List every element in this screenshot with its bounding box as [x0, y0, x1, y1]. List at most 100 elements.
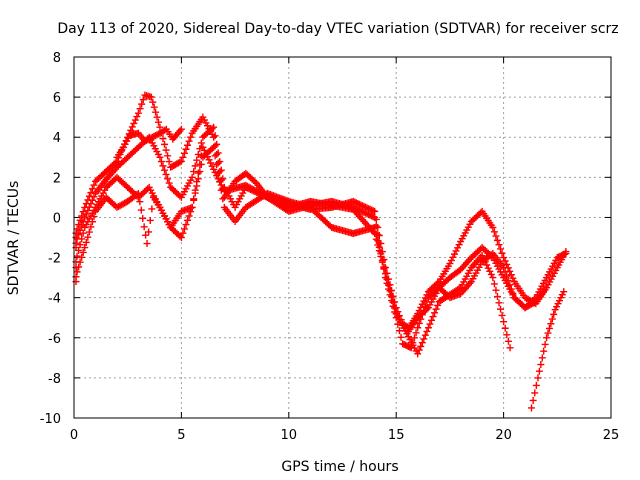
series-6: [113, 125, 185, 161]
data-point: [219, 195, 227, 203]
data-point: [368, 206, 376, 214]
data-point: [73, 252, 81, 260]
data-point: [263, 193, 271, 201]
data-point: [490, 280, 498, 288]
data-point: [528, 404, 536, 412]
data-point: [148, 205, 156, 213]
data-point: [134, 109, 142, 117]
data-point: [478, 252, 486, 260]
data-point: [432, 305, 440, 313]
data-point: [159, 135, 167, 143]
data-point: [357, 207, 365, 215]
data-point: [504, 276, 512, 284]
data-point: [193, 178, 201, 186]
data-point: [500, 318, 508, 326]
data-point: [537, 361, 545, 369]
data-point: [486, 267, 494, 275]
data-point: [214, 175, 222, 183]
data-point: [282, 202, 290, 210]
data-point: [277, 200, 285, 208]
data-point: [136, 105, 144, 113]
data-point: [177, 234, 185, 241]
data-point: [202, 150, 210, 158]
data-point: [447, 256, 455, 264]
data-point: [362, 209, 370, 217]
data-point: [366, 211, 374, 219]
y-tick-label: 6: [53, 91, 61, 106]
data-point: [134, 189, 142, 197]
data-point: [363, 210, 371, 218]
data-point: [200, 146, 208, 154]
data-point: [180, 149, 188, 157]
data-point: [503, 331, 511, 339]
data-point: [280, 201, 288, 209]
data-point: [164, 175, 172, 183]
data-point: [73, 225, 81, 233]
data-point: [493, 236, 501, 244]
data-point: [185, 212, 193, 220]
data-point: [358, 202, 366, 210]
data-point: [360, 208, 368, 216]
data-point: [487, 251, 495, 259]
data-point: [362, 203, 370, 211]
data-point: [375, 231, 383, 239]
data-point: [452, 247, 460, 255]
data-point: [369, 207, 377, 215]
data-point: [426, 320, 434, 328]
data-point: [352, 199, 360, 207]
data-point: [501, 257, 509, 265]
data-point: [162, 170, 170, 178]
y-tick-label: -10: [40, 412, 61, 427]
data-point: [153, 113, 161, 121]
data-point: [142, 231, 150, 239]
data-point: [213, 150, 221, 158]
data-point: [480, 255, 488, 263]
data-point: [196, 160, 204, 168]
data-point: [184, 141, 192, 149]
data-point: [197, 139, 205, 147]
data-point: [156, 153, 164, 161]
data-point: [424, 324, 432, 332]
data-point: [481, 258, 489, 266]
data-point: [415, 346, 423, 354]
y-tick-label: -6: [48, 332, 61, 347]
data-point: [210, 123, 218, 131]
data-point: [492, 286, 500, 294]
series-5: [528, 288, 568, 412]
data-point: [84, 233, 92, 241]
data-point: [76, 216, 84, 224]
data-point: [154, 118, 162, 126]
data-point: [182, 145, 190, 153]
data-point: [188, 203, 196, 211]
data-point: [193, 156, 201, 164]
data-point: [150, 103, 158, 111]
data-point: [147, 93, 155, 101]
data-point: [489, 274, 497, 282]
data-point: [251, 178, 259, 186]
data-point: [535, 367, 543, 375]
data-point: [197, 152, 205, 160]
data-point: [187, 133, 195, 141]
data-point: [111, 159, 119, 167]
data-point: [130, 119, 138, 127]
data-point: [137, 206, 145, 214]
data-point: [545, 324, 553, 332]
data-point: [207, 159, 215, 167]
data-point: [146, 216, 154, 224]
data-point: [194, 150, 202, 158]
data-point: [431, 309, 439, 317]
data-point: [391, 304, 399, 312]
data-point: [211, 152, 219, 160]
data-point: [487, 270, 495, 278]
data-point: [211, 132, 219, 140]
data-point: [371, 213, 379, 221]
data-point: [216, 168, 224, 176]
data-point: [501, 324, 509, 332]
data-point: [152, 108, 160, 116]
data-point: [503, 260, 511, 268]
data-point: [371, 207, 379, 215]
x-tick-label: 15: [388, 428, 405, 443]
data-point: [131, 116, 139, 124]
data-point: [87, 223, 95, 231]
